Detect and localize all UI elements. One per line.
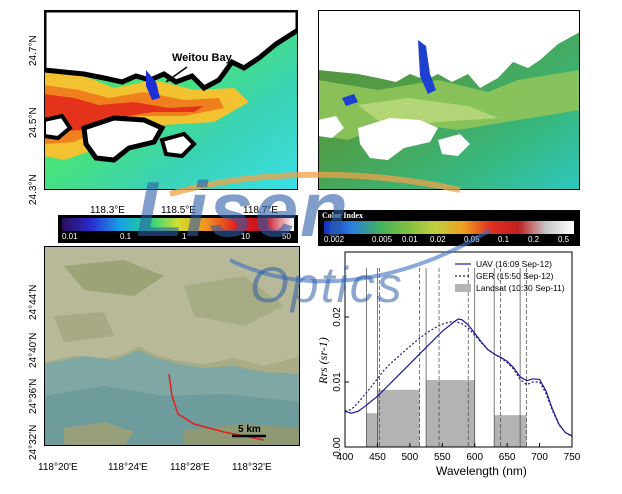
colorbar-right-tick-2: 0.005: [372, 235, 393, 244]
legend-swatch-3: [455, 284, 471, 292]
colorbar-left-gradient: [62, 218, 294, 231]
chlorophyll-map: [41, 7, 301, 190]
satellite-image: [44, 246, 300, 446]
colorbar-left-tick-5: 50: [282, 232, 291, 241]
y-tick-label-2: 0.01: [332, 372, 343, 392]
reflectance-chart: 400 450 500 550 600 650 700 750 0.00 0.01 0.02 UAV…: [332, 251, 581, 463]
x-tick-label-4: 550: [434, 452, 451, 463]
lon-tick-top-2: 118.5°E: [161, 205, 196, 216]
colorbar-right-title: Color Index: [322, 211, 363, 220]
lat-tick-top-1: 24.7°N: [28, 35, 39, 66]
chart-xlabel: Wavelength (nm): [436, 464, 527, 478]
legend-label-3: Landsat (10:30 Sep-11): [476, 283, 565, 293]
colorbar-right-tick-7: 0.2: [528, 235, 540, 244]
colorbar-right-gradient: [324, 221, 574, 234]
colorbar-left-tick-2: 0.1: [120, 232, 132, 241]
x-tick-label-2: 450: [369, 452, 386, 463]
colorbar-right-tick-8: 0.5: [558, 235, 570, 244]
landsat-band-bar-4: [494, 415, 527, 447]
x-tick-label-3: 500: [402, 452, 419, 463]
sat-lon-tick-4: 118°32'E: [232, 462, 272, 473]
colorbar-right: Color Index 0.002 0.005 0.01 0.02 0.05 0…: [318, 210, 580, 246]
colorbar-right-tick-5: 0.05: [464, 235, 480, 244]
sat-lat-tick-3: 24°36'N: [28, 378, 39, 414]
satellite-image-panel: 5 km: [44, 246, 300, 446]
lon-tick-top-3: 118.7°E: [243, 205, 278, 216]
colorbar-right-tick-3: 0.01: [402, 235, 418, 244]
reflectance-chart-panel: 400 450 500 550 600 650 700 750 0.00 0.01 0.02 UAV…: [310, 246, 622, 489]
sat-lat-tick-1: 24°44'N: [28, 284, 39, 320]
colorbar-left-tick-1: 0.01: [62, 232, 78, 241]
chart-ylabel: Rrs (sr-1): [316, 337, 330, 384]
scale-bar-label: 5 km: [238, 424, 261, 435]
sat-lat-tick-4: 24°32'N: [28, 424, 39, 460]
landsat-band-bar-3: [426, 380, 475, 447]
x-tick-label-1: 400: [337, 452, 354, 463]
y-tick-label-3: 0.02: [332, 307, 343, 327]
legend-label-2: GER (15:50 Sep-12): [476, 271, 554, 281]
legend-label-1: UAV (16:09 Sep-12): [476, 259, 552, 269]
color-index-map-panel: [318, 10, 580, 190]
sat-lon-tick-2: 118°24'E: [108, 462, 148, 473]
colorbar-right-tick-1: 0.002: [324, 235, 345, 244]
colorbar-right-tick-4: 0.02: [430, 235, 446, 244]
y-tick-label-1: 0.00: [332, 437, 343, 457]
colorbar-left-tick-4: 10: [241, 232, 250, 241]
lon-tick-top-1: 118.3°E: [90, 205, 125, 216]
landsat-band-bar-2: [377, 389, 420, 447]
sat-lon-tick-1: 118°20'E: [38, 462, 78, 473]
sat-lon-tick-3: 118°28'E: [170, 462, 210, 473]
landsat-band-bar-1: [366, 413, 380, 447]
weitou-bay-label: Weitou Bay: [172, 52, 232, 64]
colorbar-left: 0.01 0.1 1 10 50: [58, 215, 298, 243]
x-tick-label-6: 650: [499, 452, 516, 463]
series-line-1: [344, 318, 573, 437]
x-tick-label-7: 700: [531, 452, 548, 463]
lat-tick-top-2: 24.5°N: [28, 107, 39, 138]
colorbar-left-tick-3: 1: [182, 232, 187, 241]
sat-lat-tick-2: 24°40'N: [28, 332, 39, 368]
colorbar-right-tick-6: 0.1: [498, 235, 510, 244]
chlorophyll-map-panel: Weitou Bay: [41, 7, 301, 190]
x-tick-label-5: 600: [466, 452, 483, 463]
x-tick-label-8: 750: [564, 452, 581, 463]
color-index-map: [318, 10, 580, 190]
lat-tick-top-3: 24.3°N: [28, 174, 39, 205]
series-line-2: [344, 320, 573, 438]
